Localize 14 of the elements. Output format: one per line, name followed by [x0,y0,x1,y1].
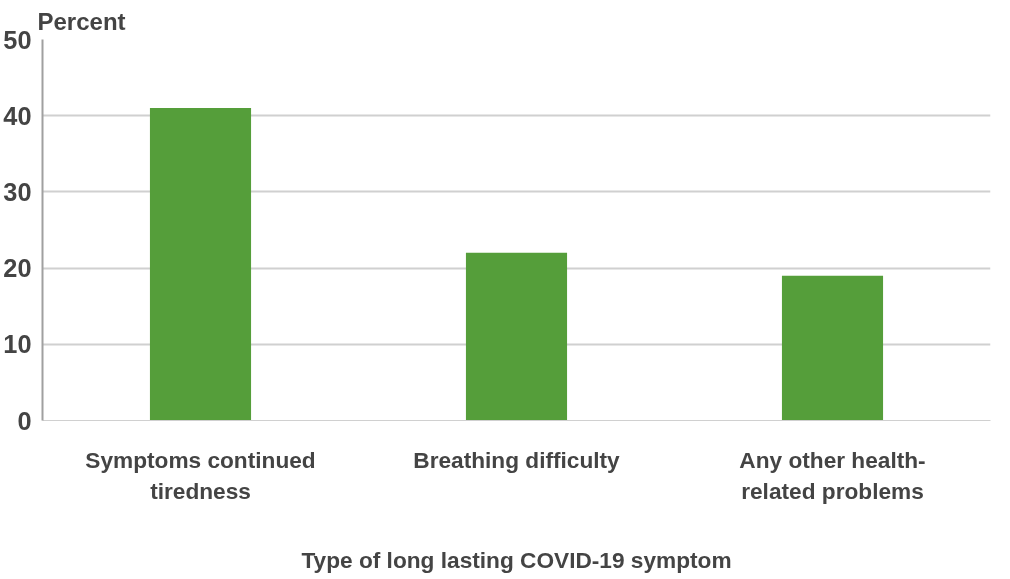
x-tick-label: Symptoms continued tiredness [85,446,316,504]
y-tick-label: 20 [3,254,32,283]
y-tick-label: 10 [3,330,32,359]
y-axis-title: Percent [37,7,126,35]
x-tick-label: Breathing difficulty [413,446,621,473]
bar [781,275,884,421]
y-tick-label: 50 [3,25,32,54]
y-tick-label: 0 [17,406,32,435]
y-tick-label: 30 [3,177,32,206]
bar [149,108,252,421]
bar [465,252,568,421]
x-axis-title: Type of long lasting COVID-19 symptom [301,546,732,573]
y-tick-label: 40 [3,101,32,130]
x-tick-label: Any other health-related problems [739,446,926,504]
